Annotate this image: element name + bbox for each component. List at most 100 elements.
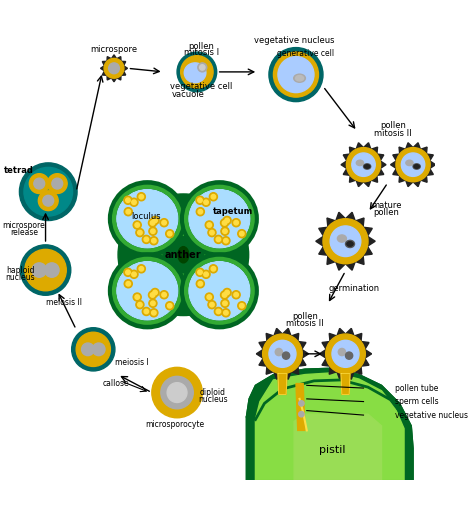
Circle shape	[162, 292, 166, 297]
Circle shape	[152, 311, 156, 315]
Text: generative cell: generative cell	[277, 49, 334, 59]
Circle shape	[151, 216, 159, 225]
Circle shape	[352, 153, 375, 176]
Ellipse shape	[189, 189, 250, 248]
Ellipse shape	[346, 240, 355, 247]
Text: anther: anther	[165, 250, 201, 260]
Text: mitosis II: mitosis II	[374, 129, 412, 138]
Circle shape	[166, 230, 174, 238]
Circle shape	[144, 309, 149, 314]
Circle shape	[151, 288, 159, 296]
Ellipse shape	[337, 235, 346, 242]
Circle shape	[167, 231, 172, 236]
Ellipse shape	[178, 246, 189, 263]
Circle shape	[263, 334, 302, 374]
Circle shape	[160, 219, 168, 227]
Polygon shape	[296, 384, 305, 430]
Circle shape	[150, 309, 158, 317]
Circle shape	[222, 221, 227, 225]
Circle shape	[137, 230, 142, 235]
Text: meiosis I: meiosis I	[115, 359, 149, 367]
Circle shape	[166, 301, 174, 310]
Ellipse shape	[406, 160, 413, 166]
Circle shape	[269, 47, 323, 102]
Ellipse shape	[159, 232, 208, 277]
Circle shape	[135, 223, 139, 227]
Circle shape	[238, 230, 246, 238]
Circle shape	[346, 147, 381, 182]
Circle shape	[204, 200, 208, 205]
Circle shape	[299, 412, 304, 417]
Polygon shape	[246, 368, 413, 480]
Text: mitosis II: mitosis II	[286, 319, 324, 328]
Ellipse shape	[356, 160, 364, 166]
Circle shape	[211, 267, 216, 271]
Text: tetrad: tetrad	[4, 167, 34, 175]
Polygon shape	[319, 328, 372, 379]
Ellipse shape	[189, 262, 250, 320]
Circle shape	[29, 174, 49, 193]
Circle shape	[52, 178, 63, 189]
Circle shape	[144, 237, 149, 242]
Circle shape	[45, 263, 59, 277]
Text: microspore: microspore	[91, 45, 137, 54]
Circle shape	[161, 376, 193, 409]
Circle shape	[332, 340, 359, 367]
Circle shape	[223, 288, 231, 296]
Circle shape	[346, 352, 353, 359]
Text: vacuole: vacuole	[172, 90, 204, 99]
Circle shape	[205, 221, 213, 229]
Circle shape	[133, 221, 141, 229]
Circle shape	[401, 153, 425, 176]
Circle shape	[208, 300, 216, 309]
Circle shape	[211, 194, 216, 199]
Polygon shape	[391, 143, 436, 187]
Text: germination: germination	[329, 284, 380, 292]
Text: vegetative cell: vegetative cell	[170, 82, 233, 91]
Circle shape	[275, 348, 283, 356]
Circle shape	[198, 270, 202, 275]
Ellipse shape	[295, 76, 304, 81]
Circle shape	[124, 196, 132, 205]
Circle shape	[283, 352, 290, 359]
Polygon shape	[278, 374, 287, 394]
Circle shape	[149, 227, 157, 235]
Circle shape	[124, 208, 132, 216]
Circle shape	[210, 302, 214, 307]
Circle shape	[72, 328, 115, 371]
Circle shape	[198, 63, 207, 72]
Circle shape	[330, 226, 361, 257]
Circle shape	[38, 191, 58, 211]
Ellipse shape	[117, 262, 178, 320]
Circle shape	[153, 218, 157, 223]
Ellipse shape	[111, 256, 183, 326]
Circle shape	[239, 304, 244, 308]
Ellipse shape	[183, 256, 255, 326]
Text: pollen: pollen	[373, 208, 399, 217]
Circle shape	[104, 59, 124, 78]
Circle shape	[202, 198, 210, 207]
Circle shape	[198, 281, 202, 286]
Text: pistil: pistil	[319, 445, 345, 455]
Circle shape	[234, 221, 238, 225]
Circle shape	[224, 311, 228, 315]
Circle shape	[216, 237, 221, 242]
Circle shape	[223, 216, 231, 225]
Circle shape	[220, 291, 228, 299]
Circle shape	[196, 280, 204, 288]
Circle shape	[196, 268, 204, 276]
Polygon shape	[100, 55, 128, 82]
Ellipse shape	[365, 165, 370, 168]
Circle shape	[214, 308, 222, 316]
Circle shape	[214, 235, 222, 243]
Circle shape	[204, 272, 208, 277]
Circle shape	[109, 63, 119, 74]
Circle shape	[232, 219, 240, 227]
Text: tapetum: tapetum	[213, 207, 253, 216]
Circle shape	[149, 299, 157, 308]
Circle shape	[25, 249, 66, 291]
Polygon shape	[294, 414, 382, 480]
Circle shape	[126, 270, 130, 275]
Circle shape	[221, 299, 229, 308]
Circle shape	[130, 198, 138, 207]
